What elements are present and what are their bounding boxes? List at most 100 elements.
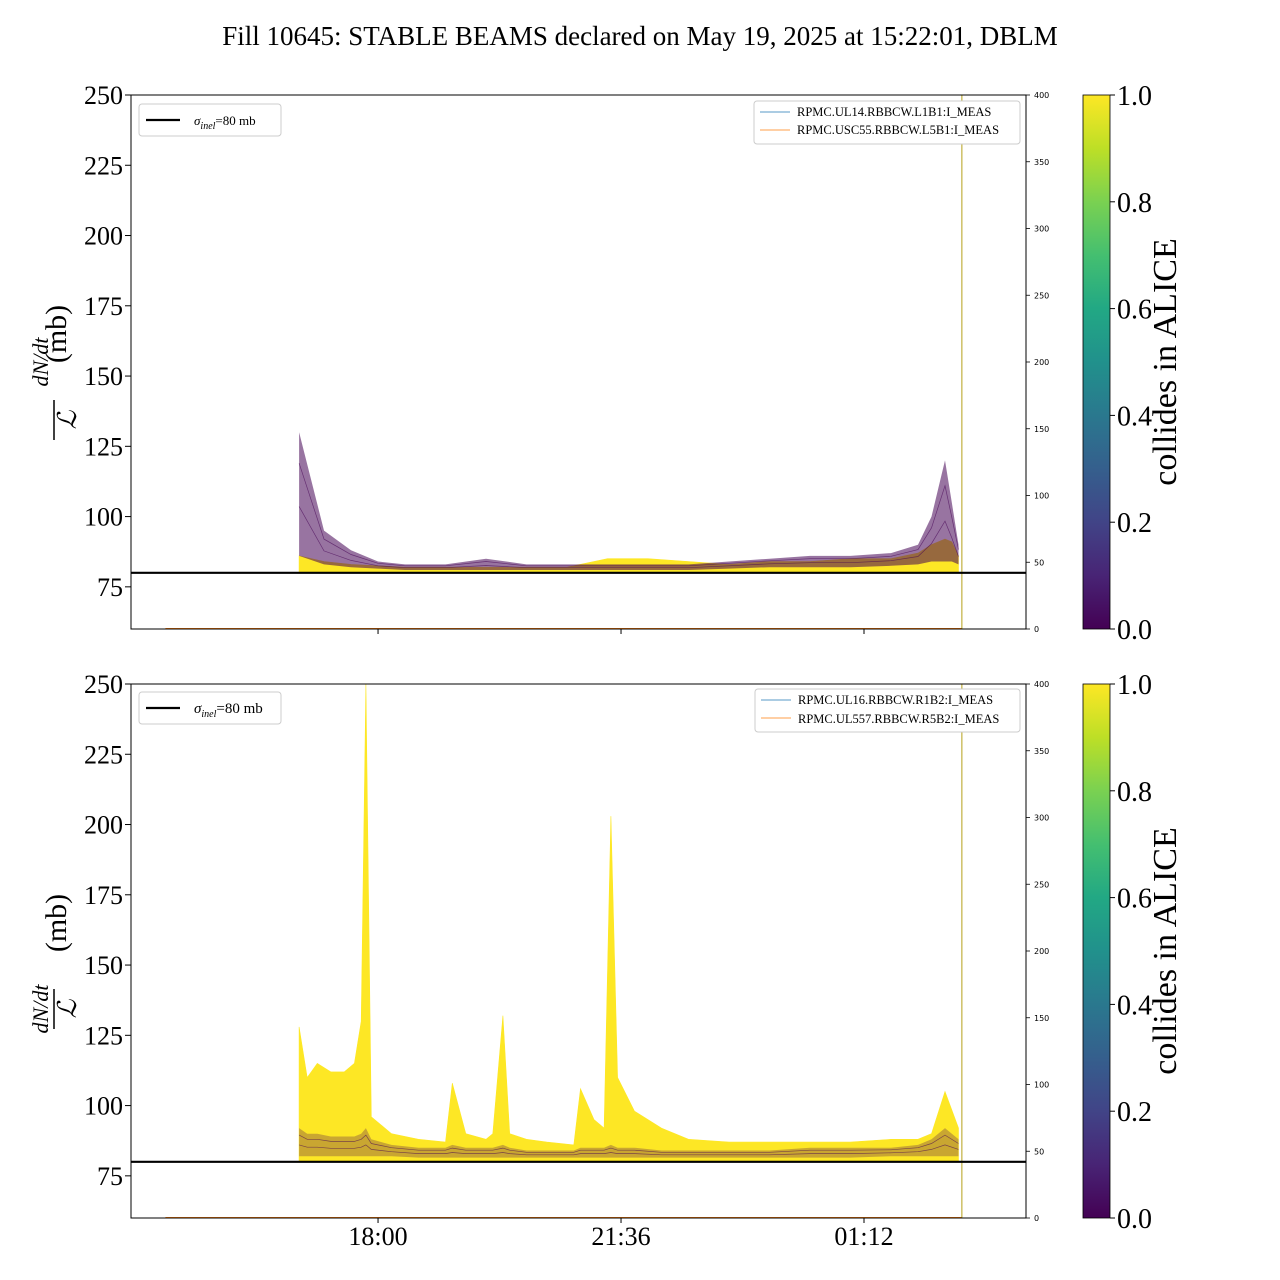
colorbar-bottom-tick-label-4: 0.8 xyxy=(1117,777,1152,808)
colorbar-top-tick-label-2: 0.4 xyxy=(1117,401,1152,432)
colorbar-top-gradient xyxy=(1082,94,1111,630)
colorbar-top-tick-label-0: 0.0 xyxy=(1117,615,1152,646)
top-plot-frame xyxy=(130,94,1027,630)
top-marks xyxy=(165,95,963,629)
top-y-label-den: ℒ xyxy=(53,409,82,429)
top-y2tick-label-6: 300 xyxy=(1034,225,1049,234)
bottom-ytick-label-0: 75 xyxy=(97,1162,123,1191)
top-purple-trace-1 xyxy=(298,506,959,569)
bottom-y-label-group: dN/dt ℒ (mb) xyxy=(28,894,82,1034)
bottom-y2tick-label-4: 200 xyxy=(1034,947,1049,956)
panel-bottom: 75 100 125 150 175 200 225 250 0 50 100 150 200 250 3… xyxy=(28,670,1049,1251)
bottom-left-legend-box xyxy=(138,691,282,725)
top-y2tick-label-1: 50 xyxy=(1034,558,1044,567)
bottom-sigma-rest: =80 mb xyxy=(216,701,262,717)
top-ytick-label-1: 100 xyxy=(84,503,123,532)
bottom-ytick-label-7: 250 xyxy=(84,670,123,699)
bottom-legend-entry-0: RPMC.UL16.RBBCW.R1B2:I_MEAS xyxy=(798,693,993,707)
top-y2tick-label-4: 200 xyxy=(1034,358,1049,367)
bottom-y-axis: 75 100 125 150 175 200 225 250 xyxy=(84,670,131,1191)
bottom-left-legend-label: σinel=80 mb xyxy=(194,701,263,720)
top-y2tick-label-8: 400 xyxy=(1034,91,1049,100)
bottom-legend-entry-1: RPMC.UL557.RBBCW.R5B2:I_MEAS xyxy=(798,712,999,726)
bottom-marks xyxy=(165,683,963,1218)
bottom-left-legend: σinel=80 mb xyxy=(138,691,282,725)
top-ytick-label-5: 200 xyxy=(84,222,123,251)
top-ytick-label-4: 175 xyxy=(84,292,123,321)
bottom-y-label-unit: (mb) xyxy=(40,894,73,952)
bottom-purple-trace-0 xyxy=(298,1134,959,1153)
bottom-ytick-label-5: 200 xyxy=(84,811,123,840)
top-right-legend-box xyxy=(753,100,1021,145)
top-y-label-unit: (mb) xyxy=(40,305,73,363)
top-purple-band xyxy=(299,432,959,570)
bottom-y2-axis: 0 50 100 150 200 250 300 350 400 xyxy=(1026,680,1049,1223)
bottom-y2tick-label-6: 300 xyxy=(1034,814,1049,823)
bottom-ytick-label-1: 100 xyxy=(84,1092,123,1121)
colorbar-top-tick-label-5: 1.0 xyxy=(1117,81,1152,112)
bottom-xtick-label-0: 18:00 xyxy=(348,1222,407,1251)
bottom-y2tick-label-0: 0 xyxy=(1034,1214,1039,1223)
top-y-label-group: ℒ (mb) xyxy=(40,305,82,440)
top-y-axis: 75 100 125 150 175 200 225 250 xyxy=(84,81,131,602)
top-ytick-label-6: 225 xyxy=(84,151,123,180)
top-x-ticks xyxy=(377,629,865,634)
top-legend-entry-0: RPMC.UL14.RBBCW.L1B1:I_MEAS xyxy=(797,105,991,119)
top-right-legend: RPMC.UL14.RBBCW.L1B1:I_MEAS RPMC.USC55.R… xyxy=(753,100,1021,145)
colorbar-bottom-tick-label-0: 0.0 xyxy=(1117,1204,1152,1235)
bottom-ytick-label-2: 125 xyxy=(84,1021,123,1050)
bottom-x-ticks: 18:00 21:36 01:12 xyxy=(348,1218,894,1251)
colorbar-top-label: collides in ALICE xyxy=(1147,238,1184,485)
bottom-xtick-label-2: 01:12 xyxy=(834,1222,893,1251)
top-left-legend: σinel=80 mb xyxy=(138,103,282,137)
bottom-y2tick-label-7: 350 xyxy=(1034,747,1049,756)
top-y-axis-label: dN/dt xyxy=(28,337,53,387)
bottom-sigma-sub: inel xyxy=(201,709,216,720)
bottom-sigma-symbol: σ xyxy=(194,701,202,717)
bottom-right-legend: RPMC.UL16.RBBCW.R1B2:I_MEAS RPMC.UL557.R… xyxy=(754,688,1021,733)
top-y2tick-label-0: 0 xyxy=(1034,625,1039,634)
bottom-ytick-label-3: 150 xyxy=(84,951,123,980)
bottom-right-legend-box xyxy=(754,688,1021,733)
panel-top: 75 100 125 150 175 200 225 250 0 50 100 150 200 250 3… xyxy=(28,81,1049,634)
colorbar-top-tick-label-3: 0.6 xyxy=(1117,295,1152,326)
top-sigma-sub: inel xyxy=(200,121,215,132)
bottom-ytick-label-6: 225 xyxy=(84,740,123,769)
top-ytick-label-2: 125 xyxy=(84,432,123,461)
colorbar-bottom-label: collides in ALICE xyxy=(1147,827,1184,1074)
colorbar-top-tick-label-4: 0.8 xyxy=(1117,188,1152,219)
colorbar-top-tick-label-1: 0.2 xyxy=(1117,508,1152,539)
bottom-y-label-den: ℒ xyxy=(53,998,82,1018)
top-ytick-label-0: 75 xyxy=(97,573,123,602)
bottom-y2tick-label-3: 150 xyxy=(1034,1014,1049,1023)
colorbar-top-ticks: 0.0 0.2 0.4 0.6 0.8 1.0 xyxy=(1110,81,1152,646)
top-left-legend-label: σinel=80 mb xyxy=(194,113,256,132)
bottom-purple-trace-1 xyxy=(299,1144,959,1156)
top-y2-axis: 0 50 100 150 200 250 300 350 400 xyxy=(1026,91,1049,634)
top-y-label-num: dN/dt xyxy=(28,337,53,387)
colorbar-bottom: 0.0 0.2 0.4 0.6 0.8 1.0 collides in ALICE xyxy=(1082,670,1184,1235)
bottom-ytick-label-4: 175 xyxy=(84,881,123,910)
bottom-xtick-label-1: 21:36 xyxy=(591,1222,650,1251)
colorbar-bottom-tick-label-3: 0.6 xyxy=(1117,884,1152,915)
colorbar-bottom-tick-label-2: 0.4 xyxy=(1117,990,1152,1021)
colorbar-bottom-gradient xyxy=(1082,683,1111,1219)
top-y2tick-label-5: 250 xyxy=(1034,291,1049,300)
bottom-y2tick-label-5: 250 xyxy=(1034,880,1049,889)
top-purple-trace-0 xyxy=(298,463,959,567)
colorbar-top: 0.0 0.2 0.4 0.6 0.8 1.0 collides in ALICE xyxy=(1082,81,1184,646)
top-ytick-label-7: 250 xyxy=(84,81,123,110)
top-y2tick-label-7: 350 xyxy=(1034,158,1049,167)
bottom-y2tick-label-8: 400 xyxy=(1034,680,1049,689)
colorbar-bottom-tick-label-5: 1.0 xyxy=(1117,670,1152,701)
bottom-y-label-num: dN/dt xyxy=(28,984,53,1034)
colorbar-bottom-tick-label-1: 0.2 xyxy=(1117,1097,1152,1128)
bottom-y2tick-label-1: 50 xyxy=(1034,1147,1044,1156)
top-sigma-rest: =80 mb xyxy=(215,113,255,128)
top-y2tick-label-3: 150 xyxy=(1034,425,1049,434)
top-legend-entry-1: RPMC.USC55.RBBCW.L5B1:I_MEAS xyxy=(797,123,999,137)
top-ytick-label-3: 150 xyxy=(84,362,123,391)
chart-title: Fill 10645: STABLE BEAMS declared on May… xyxy=(222,21,1058,51)
top-y2tick-label-2: 100 xyxy=(1034,492,1049,501)
